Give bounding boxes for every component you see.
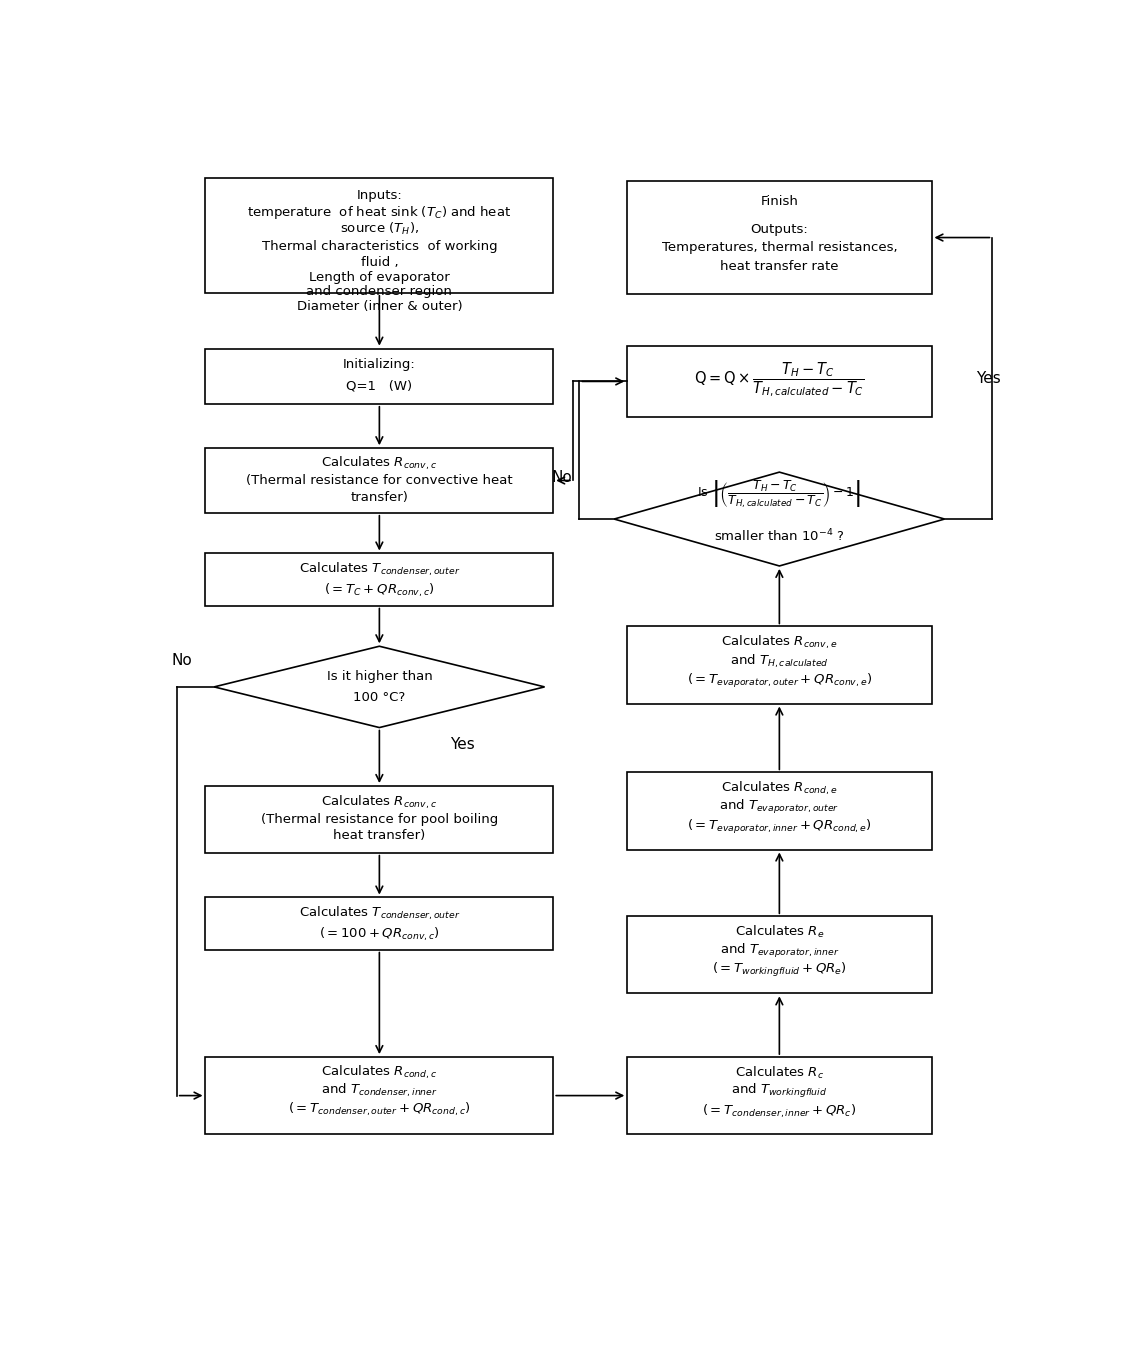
Text: smaller than $10^{-4}$ ?: smaller than $10^{-4}$ ? [714,528,845,544]
Text: and condenser region: and condenser region [306,286,452,298]
Text: Calculates $R_e$: Calculates $R_e$ [735,923,825,940]
Text: Calculates $R_{cond,e}$: Calculates $R_{cond,e}$ [721,780,838,796]
Text: heat transfer): heat transfer) [333,830,425,842]
Text: Length of evaporator: Length of evaporator [309,271,450,284]
Text: Is $\left|\left(\dfrac{T_H-T_C}{T_{H,calculated}-T_C}\right) - 1\right|$: Is $\left|\left(\dfrac{T_H-T_C}{T_{H,cal… [698,478,862,510]
Text: No: No [172,654,192,669]
Text: Calculates $R_{cond,c}$: Calculates $R_{cond,c}$ [321,1064,438,1082]
Text: $(=T_{evaporator,outer} + QR_{conv,e})$: $(=T_{evaporator,outer} + QR_{conv,e})$ [687,672,872,689]
FancyBboxPatch shape [205,448,553,513]
FancyBboxPatch shape [205,785,553,853]
Text: (Thermal resistance for convective heat: (Thermal resistance for convective heat [246,474,513,487]
Text: source ($T_H$),: source ($T_H$), [340,221,419,237]
Polygon shape [214,646,544,727]
Text: transfer): transfer) [350,490,408,504]
FancyBboxPatch shape [627,181,931,294]
Text: (Thermal resistance for pool boiling: (Thermal resistance for pool boiling [260,812,498,826]
Text: Diameter (inner & outer): Diameter (inner & outer) [296,299,462,313]
FancyBboxPatch shape [205,898,553,949]
FancyBboxPatch shape [627,1057,931,1135]
FancyBboxPatch shape [627,917,931,994]
Text: temperature  of heat sink ($T_C$) and heat: temperature of heat sink ($T_C$) and hea… [247,204,512,221]
Text: Temperatures, thermal resistances,: Temperatures, thermal resistances, [662,241,898,255]
Text: Is it higher than: Is it higher than [327,670,432,682]
Text: and $T_{workingfluid}$: and $T_{workingfluid}$ [732,1082,828,1101]
Text: Calculates $R_{conv,e}$: Calculates $R_{conv,e}$ [721,634,837,651]
Text: Outputs:: Outputs: [751,222,808,236]
Text: $(=T_{workingfluid} + QR_e)$: $(=T_{workingfluid} + QR_e)$ [712,961,847,979]
FancyBboxPatch shape [205,348,553,403]
Text: No: No [552,470,572,485]
Text: Yes: Yes [976,371,1001,386]
FancyBboxPatch shape [627,347,931,417]
Text: $(=100 + QR_{conv,c})$: $(=100 + QR_{conv,c})$ [319,925,440,942]
Text: Thermal characteristics  of working: Thermal characteristics of working [261,241,497,253]
Text: Calculates $T_{condenser,outer}$: Calculates $T_{condenser,outer}$ [298,904,460,922]
FancyBboxPatch shape [627,772,931,849]
Text: $(=T_{evaporator,inner} + QR_{cond,e})$: $(=T_{evaporator,inner} + QR_{cond,e})$ [687,818,872,835]
Text: and $T_{evaporator,inner}$: and $T_{evaporator,inner}$ [719,941,839,960]
FancyBboxPatch shape [627,627,931,704]
Text: Initializing:: Initializing: [343,359,416,371]
Text: Q=1   (W): Q=1 (W) [347,379,413,393]
Text: $\mathrm{Q} = \mathrm{Q} \times \dfrac{T_H - T_C}{T_{H,calculated} - T_C}$: $\mathrm{Q} = \mathrm{Q} \times \dfrac{T… [695,360,865,398]
Text: and $T_{H,calculated}$: and $T_{H,calculated}$ [730,653,829,669]
Text: Calculates $R_{conv,c}$: Calculates $R_{conv,c}$ [321,455,438,473]
Text: Yes: Yes [450,737,475,751]
FancyBboxPatch shape [205,179,553,292]
Text: and $T_{evaporator,outer}$: and $T_{evaporator,outer}$ [719,798,839,816]
Text: Inputs:: Inputs: [357,190,403,202]
FancyBboxPatch shape [205,554,553,605]
Text: Calculates $R_{conv,c}$: Calculates $R_{conv,c}$ [321,793,438,811]
Text: Finish: Finish [761,195,799,207]
Polygon shape [614,473,945,566]
Text: $(=T_C + QR_{conv,c})$: $(=T_C + QR_{conv,c})$ [324,581,434,598]
Text: Calculates $R_c$: Calculates $R_c$ [735,1064,824,1080]
Text: 100 °C?: 100 °C? [353,691,405,704]
Text: Calculates $T_{condenser,outer}$: Calculates $T_{condenser,outer}$ [298,561,460,578]
Text: $(=T_{condenser,outer} + QR_{cond,c})$: $(=T_{condenser,outer} + QR_{cond,c})$ [288,1101,470,1118]
FancyBboxPatch shape [205,1057,553,1135]
Text: heat transfer rate: heat transfer rate [720,260,838,274]
Text: fluid ,: fluid , [360,256,398,269]
Text: $(=T_{condenser,inner} + QR_c)$: $(=T_{condenser,inner} + QR_c)$ [702,1102,856,1120]
Text: and $T_{condenser,inner}$: and $T_{condenser,inner}$ [321,1082,438,1099]
